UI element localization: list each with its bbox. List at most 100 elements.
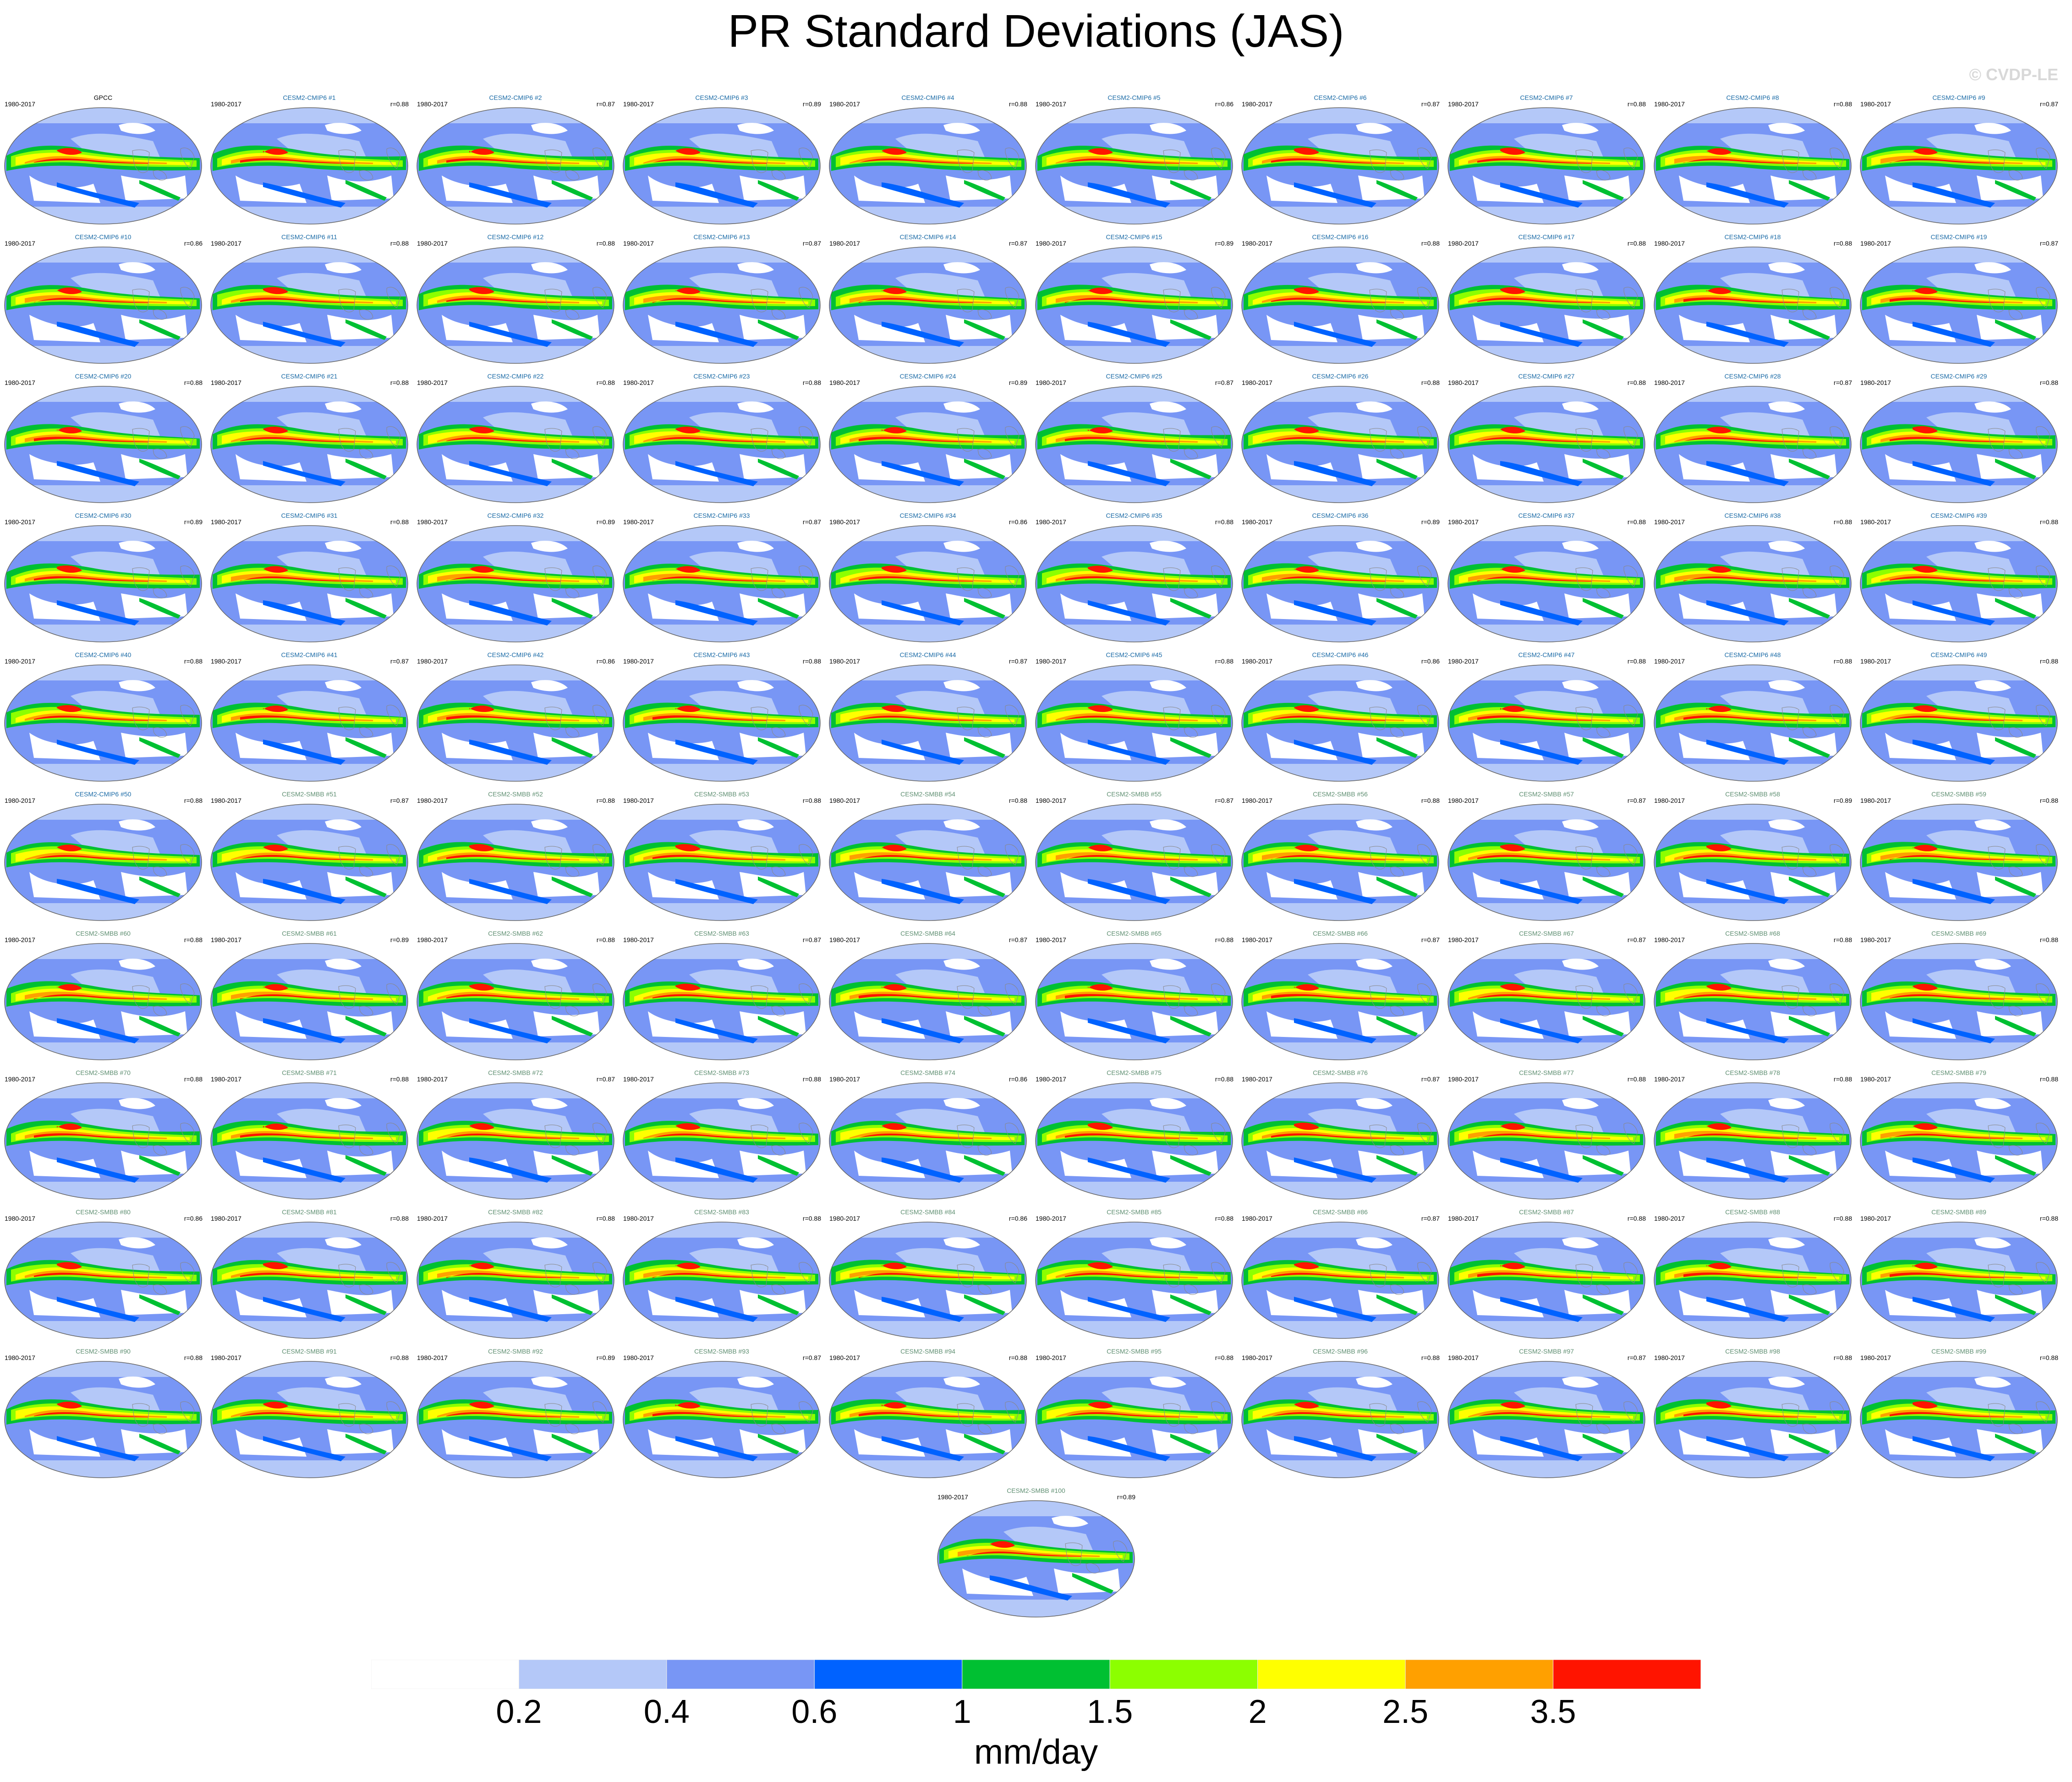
pattern-correlation: r=0.88 xyxy=(802,658,821,665)
precip-std-map xyxy=(1447,107,1645,225)
pattern-correlation: r=0.87 xyxy=(596,100,615,108)
member-name: CESM2-CMIP6 #31 xyxy=(281,512,338,519)
map-panel: 1980-2017 CESM2-CMIP6 #29 r=0.88 xyxy=(1858,373,2060,505)
map-panel: 1980-2017 CESM2-SMBB #70 r=0.88 xyxy=(2,1069,204,1202)
colorbar-tick-label: 0.4 xyxy=(643,1694,690,1730)
map-panel: 1980-2017 CESM2-SMBB #84 r=0.86 xyxy=(827,1208,1029,1341)
precip-std-map xyxy=(623,1222,821,1339)
member-name: CESM2-CMIP6 #2 xyxy=(489,94,542,101)
period-label: 1980-2017 xyxy=(1036,1215,1066,1222)
precip-std-map xyxy=(417,1082,614,1200)
member-name: CESM2-CMIP6 #36 xyxy=(1312,512,1369,519)
map-panel: 1980-2017 CESM2-CMIP6 #34 r=0.86 xyxy=(827,512,1029,645)
precip-std-map xyxy=(623,525,821,642)
map-panel: 1980-2017 CESM2-CMIP6 #22 r=0.88 xyxy=(414,373,617,505)
pattern-correlation: r=0.88 xyxy=(2039,658,2058,665)
period-label: 1980-2017 xyxy=(1654,1354,1685,1361)
precip-std-map xyxy=(1860,1082,2058,1200)
period-label: 1980-2017 xyxy=(1448,240,1479,247)
pattern-correlation: r=0.87 xyxy=(802,1354,821,1361)
pattern-correlation: r=0.88 xyxy=(1215,1354,1233,1361)
pattern-correlation: r=0.87 xyxy=(802,936,821,943)
pattern-correlation: r=0.86 xyxy=(1009,518,1027,526)
period-label: 1980-2017 xyxy=(1036,1354,1066,1361)
member-name: CESM2-SMBB #84 xyxy=(900,1208,955,1216)
period-label: 1980-2017 xyxy=(623,936,654,943)
precip-std-map xyxy=(623,943,821,1060)
precip-std-map xyxy=(1447,1222,1645,1339)
member-name: CESM2-SMBB #90 xyxy=(76,1348,131,1355)
member-name: CESM2-SMBB #58 xyxy=(1725,790,1780,798)
member-name: CESM2-CMIP6 #41 xyxy=(281,651,338,658)
colorbar-swatch xyxy=(814,1660,963,1689)
pattern-correlation: r=0.89 xyxy=(802,100,821,108)
map-panel: 1980-2017 CESM2-CMIP6 #20 r=0.88 xyxy=(2,373,204,505)
period-label: 1980-2017 xyxy=(1860,1354,1891,1361)
map-panel: 1980-2017 CESM2-SMBB #87 r=0.88 xyxy=(1445,1208,1648,1341)
colorbar-swatch xyxy=(666,1660,815,1689)
map-panel: 1980-2017 CESM2-SMBB #78 r=0.88 xyxy=(1651,1069,1854,1202)
precip-std-map xyxy=(1241,247,1439,364)
period-label: 1980-2017 xyxy=(1448,1215,1479,1222)
period-label: 1980-2017 xyxy=(1036,936,1066,943)
pattern-correlation: r=0.88 xyxy=(390,1215,409,1222)
map-panel: 1980-2017 CESM2-CMIP6 #42 r=0.86 xyxy=(414,651,617,784)
map-panel: 1980-2017 CESM2-SMBB #56 r=0.88 xyxy=(1239,790,1442,923)
precip-std-map xyxy=(1860,247,2058,364)
pattern-correlation: r=0.88 xyxy=(184,936,203,943)
map-panel: 1980-2017 CESM2-CMIP6 #43 r=0.88 xyxy=(620,651,823,784)
period-label: 1980-2017 xyxy=(623,518,654,526)
precip-std-map xyxy=(829,1361,1027,1478)
map-panel: 1980-2017 CESM2-SMBB #75 r=0.88 xyxy=(1033,1069,1235,1202)
map-panel: 1980-2017 CESM2-SMBB #62 r=0.88 xyxy=(414,930,617,1063)
member-name: CESM2-SMBB #76 xyxy=(1313,1069,1368,1076)
period-label: 1980-2017 xyxy=(623,379,654,386)
precip-std-map xyxy=(1241,1361,1439,1478)
map-panel: 1980-2017 CESM2-SMBB #67 r=0.87 xyxy=(1445,930,1648,1063)
period-label: 1980-2017 xyxy=(417,936,448,943)
colorbar-tick-label: 1.5 xyxy=(1087,1694,1133,1730)
period-label: 1980-2017 xyxy=(1036,240,1066,247)
pattern-correlation: r=0.87 xyxy=(1009,936,1027,943)
pattern-correlation: r=0.88 xyxy=(1833,936,1852,943)
pattern-correlation: r=0.88 xyxy=(390,100,409,108)
map-panel: 1980-2017 CESM2-CMIP6 #41 r=0.87 xyxy=(208,651,411,784)
map-panel: 1980-2017 CESM2-CMIP6 #23 r=0.88 xyxy=(620,373,823,505)
pattern-correlation: r=0.88 xyxy=(596,1215,615,1222)
pattern-correlation: r=0.87 xyxy=(1421,100,1440,108)
map-panel: 1980-2017 CESM2-SMBB #54 r=0.88 xyxy=(827,790,1029,923)
map-panel: 1980-2017 CESM2-SMBB #76 r=0.87 xyxy=(1239,1069,1442,1202)
map-panel: 1980-2017 CESM2-CMIP6 #24 r=0.89 xyxy=(827,373,1029,505)
map-panel: 1980-2017 CESM2-CMIP6 #16 r=0.88 xyxy=(1239,233,1442,366)
period-label: 1980-2017 xyxy=(5,100,35,108)
map-panel: 1980-2017 CESM2-CMIP6 #2 r=0.87 xyxy=(414,94,617,227)
pattern-correlation: r=0.88 xyxy=(1009,797,1027,804)
pattern-correlation: r=0.88 xyxy=(184,1075,203,1083)
period-label: 1980-2017 xyxy=(1860,658,1891,665)
precip-std-map xyxy=(417,386,614,503)
map-panel: 1980-2017 CESM2-CMIP6 #47 r=0.88 xyxy=(1445,651,1648,784)
precip-std-map xyxy=(1654,247,1852,364)
pattern-correlation: r=0.88 xyxy=(2039,936,2058,943)
period-label: 1980-2017 xyxy=(1448,1075,1479,1083)
period-label: 1980-2017 xyxy=(829,240,860,247)
period-label: 1980-2017 xyxy=(211,1075,241,1083)
map-panel: 1980-2017 CESM2-SMBB #73 r=0.88 xyxy=(620,1069,823,1202)
precip-std-map xyxy=(1654,525,1852,642)
map-panel: 1980-2017 CESM2-CMIP6 #36 r=0.89 xyxy=(1239,512,1442,645)
period-label: 1980-2017 xyxy=(1860,1075,1891,1083)
pattern-correlation: r=0.87 xyxy=(1421,1215,1440,1222)
precip-std-map xyxy=(829,804,1027,921)
member-name: CESM2-SMBB #97 xyxy=(1519,1348,1574,1355)
period-label: 1980-2017 xyxy=(1654,1075,1685,1083)
map-panel: 1980-2017 CESM2-CMIP6 #27 r=0.88 xyxy=(1445,373,1648,505)
pattern-correlation: r=0.89 xyxy=(390,936,409,943)
member-name: CESM2-CMIP6 #42 xyxy=(487,651,544,658)
colorbar-tick-label: 2.5 xyxy=(1382,1694,1429,1730)
pattern-correlation: r=0.89 xyxy=(184,518,203,526)
pattern-correlation: r=0.88 xyxy=(390,518,409,526)
member-name: CESM2-CMIP6 #10 xyxy=(75,233,132,241)
map-panel: 1980-2017 CESM2-CMIP6 #3 r=0.89 xyxy=(620,94,823,227)
member-name: CESM2-CMIP6 #43 xyxy=(693,651,750,658)
member-name: CESM2-SMBB #73 xyxy=(694,1069,749,1076)
